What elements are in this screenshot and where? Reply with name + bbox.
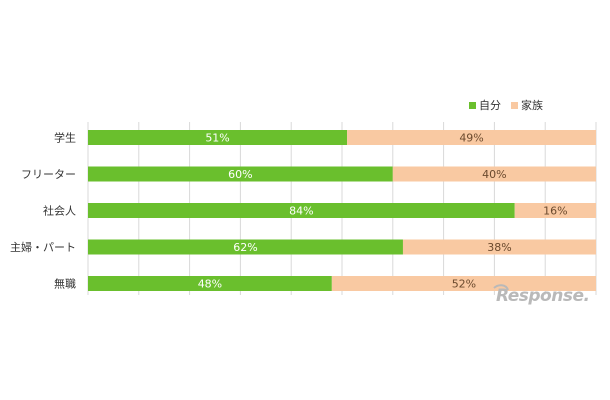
data-label: 51%	[205, 132, 229, 145]
data-label: 40%	[482, 168, 506, 181]
bar-self	[88, 203, 515, 218]
category-label: フリーター	[21, 168, 76, 181]
category-label: 社会人	[43, 204, 76, 218]
legend: 自分 家族	[469, 98, 543, 112]
category-label: 無職	[54, 277, 76, 291]
data-label: 16%	[543, 205, 567, 218]
category-label: 主婦・パート	[10, 240, 76, 254]
bar-family	[402, 239, 596, 255]
bar-self	[88, 276, 332, 291]
legend-swatch-family	[511, 102, 518, 109]
legend-swatch-self	[469, 102, 476, 109]
data-label: 62%	[233, 241, 257, 254]
watermark-text: Response.	[496, 286, 589, 306]
data-label: 52%	[452, 278, 476, 291]
data-label: 49%	[459, 132, 483, 145]
bar-self	[88, 166, 393, 182]
data-label: 48%	[198, 278, 222, 291]
data-label: 60%	[228, 168, 252, 181]
data-label: 38%	[487, 241, 511, 254]
bar-family	[514, 203, 596, 218]
bar-self	[88, 130, 348, 145]
bar-family	[347, 130, 596, 145]
legend-label-self: 自分	[479, 99, 501, 112]
bar-family	[392, 166, 596, 182]
legend-label-family: 家族	[521, 98, 543, 112]
bar-family	[331, 276, 596, 291]
bars: 51% 49% 60% 40% 84% 16% 62% 38% 48% 52%	[88, 130, 596, 291]
bar-self	[88, 239, 403, 255]
response-watermark: Response.	[493, 284, 590, 306]
category-label: 学生	[54, 131, 76, 145]
data-label: 84%	[289, 205, 313, 218]
